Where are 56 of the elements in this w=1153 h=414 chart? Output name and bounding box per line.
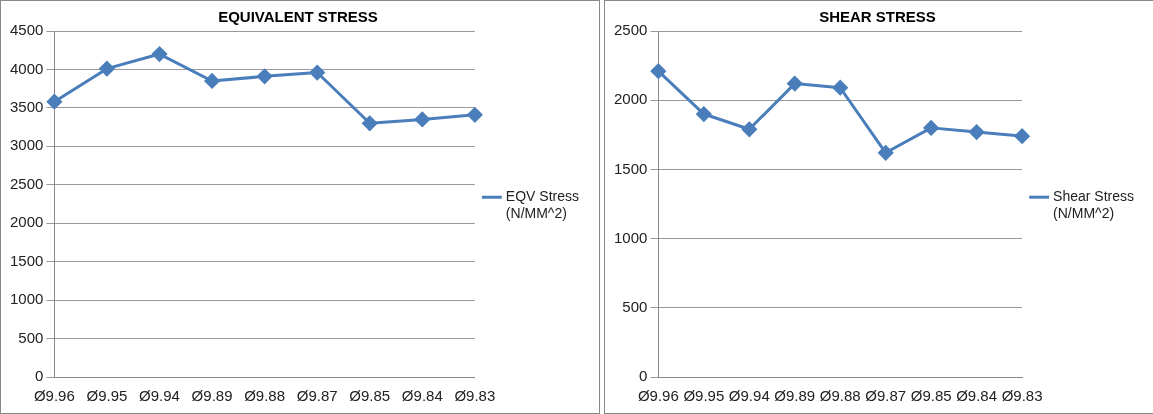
point — [1014, 128, 1030, 144]
legend-label: EQV Stress (N/MM^2) — [505, 188, 580, 221]
legend-label: Shear Stress (N/MM^2) — [1053, 188, 1135, 221]
x-tick-label: Ø9.89 — [191, 387, 233, 405]
y-tick-label: 2500 — [613, 21, 648, 39]
point — [362, 115, 378, 131]
x-tick-label: Ø9.89 — [774, 387, 816, 405]
point — [99, 61, 115, 77]
x-tick-label: Ø9.84 — [401, 387, 443, 405]
y-tick-label: 3500 — [9, 98, 44, 116]
y-tick-label: 2500 — [9, 174, 44, 192]
y-tick-label: 1000 — [613, 228, 648, 246]
y-tick-label: 500 — [18, 328, 44, 346]
x-tick-label: Ø9.95 — [683, 387, 725, 405]
x-tick-label: Ø9.94 — [139, 387, 180, 405]
point — [696, 106, 712, 122]
x-tick-label: Ø9.95 — [86, 387, 128, 405]
y-tick-label: 0 — [639, 367, 648, 385]
point — [467, 107, 483, 123]
y-tick-label: 500 — [622, 297, 648, 315]
point — [650, 63, 666, 79]
y-tick-label: 0 — [35, 367, 44, 385]
x-tick-label: Ø9.96 — [33, 387, 75, 405]
y-tick-label: 4500 — [9, 21, 44, 39]
y-tick-label: 3000 — [9, 136, 44, 154]
chart-title: SHEAR STRESS — [819, 8, 936, 26]
point — [151, 46, 167, 62]
y-tick-label: 1000 — [9, 290, 44, 308]
y-tick-label: 2000 — [9, 213, 44, 231]
point — [46, 94, 62, 110]
point — [787, 76, 803, 92]
x-tick-label: Ø9.83 — [454, 387, 496, 405]
x-tick-label: Ø9.83 — [1001, 387, 1043, 405]
x-tick-label: Ø9.88 — [244, 387, 286, 405]
point — [923, 120, 939, 136]
chart-title: EQUIVALENT STRESS — [218, 8, 378, 26]
y-tick-label: 1500 — [9, 251, 44, 269]
x-tick-label: Ø9.84 — [956, 387, 998, 405]
x-tick-label: Ø9.96 — [637, 387, 679, 405]
x-tick-label: Ø9.85 — [349, 387, 391, 405]
x-tick-label: Ø9.85 — [910, 387, 952, 405]
point — [309, 65, 325, 81]
point — [414, 111, 430, 127]
y-tick-label: 4000 — [9, 59, 44, 77]
y-tick-label: 1500 — [613, 159, 648, 177]
point — [257, 68, 273, 84]
point — [878, 145, 894, 161]
x-tick-label: Ø9.88 — [819, 387, 861, 405]
x-tick-label: Ø9.87 — [865, 387, 907, 405]
point — [832, 80, 848, 96]
y-tick-label: 2000 — [613, 90, 648, 108]
point — [969, 124, 985, 140]
x-tick-label: Ø9.94 — [728, 387, 770, 405]
point — [741, 121, 757, 137]
x-tick-label: Ø9.87 — [296, 387, 338, 405]
point — [204, 73, 220, 89]
